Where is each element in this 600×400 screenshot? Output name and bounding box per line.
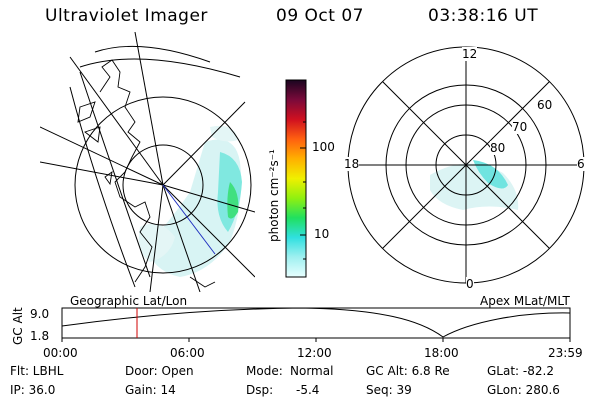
header-date: 09 Oct 07 bbox=[276, 6, 364, 26]
geographic-map-label: Geographic Lat/Lon bbox=[70, 294, 188, 308]
gain-info: Gain: 14 bbox=[125, 383, 176, 397]
dsp-value: -5.4 bbox=[296, 383, 320, 397]
mlt-label-12: 12 bbox=[462, 47, 478, 61]
colorbar: photon cm⁻²s⁻¹ bbox=[267, 79, 307, 278]
mode-label: Mode: bbox=[246, 364, 283, 378]
time-tick-2359: 23:59 bbox=[548, 346, 583, 360]
dsp-label: Dsp: bbox=[246, 383, 274, 397]
mlt-label-0: 0 bbox=[466, 277, 474, 291]
apex-map-label: Apex MLat/MLT bbox=[480, 294, 570, 308]
time-tick-1800: 18:00 bbox=[424, 346, 459, 360]
mlt-label-18: 18 bbox=[344, 157, 360, 171]
aurora-emission-right bbox=[430, 160, 519, 210]
app-title: Ultraviolet Imager bbox=[45, 6, 208, 26]
seq-info: Seq: 39 bbox=[366, 383, 412, 397]
glat-info: GLat: -82.2 bbox=[487, 364, 554, 378]
gc-alt-info: GC Alt: 6.8 Re bbox=[366, 364, 450, 378]
filter-info: Flt: LBHL bbox=[10, 364, 64, 378]
door-info: Door: Open bbox=[125, 364, 194, 378]
geographic-map bbox=[40, 32, 255, 292]
mlat-label-60: 60 bbox=[537, 98, 553, 112]
apex-polar-map bbox=[347, 46, 585, 284]
time-tick-0000: 00:00 bbox=[43, 346, 78, 360]
header-time: 03:38:16 UT bbox=[428, 6, 539, 26]
altitude-plot: GC Alt 9.0 1.8 bbox=[11, 307, 571, 345]
colorbar-tick-100: 100 bbox=[312, 140, 335, 154]
glon-info: GLon: 280.6 bbox=[487, 383, 560, 397]
time-tick-0600: 06:00 bbox=[170, 346, 205, 360]
altitude-ytick-bottom: 1.8 bbox=[30, 329, 49, 343]
mlat-label-70: 70 bbox=[512, 120, 528, 134]
mode-value: Normal bbox=[290, 364, 334, 378]
ip-info: IP: 36.0 bbox=[10, 383, 56, 397]
altitude-ytick-top: 9.0 bbox=[30, 307, 49, 321]
colorbar-tick-10: 10 bbox=[314, 227, 330, 241]
aurora-emission-left bbox=[138, 125, 242, 277]
colorbar-unit-label: photon cm⁻²s⁻¹ bbox=[267, 149, 281, 242]
mlt-label-6: 6 bbox=[577, 157, 585, 171]
altitude-ylabel: GC Alt bbox=[11, 307, 25, 345]
time-tick-1200: 12:00 bbox=[297, 346, 332, 360]
mlat-label-80: 80 bbox=[490, 141, 506, 155]
